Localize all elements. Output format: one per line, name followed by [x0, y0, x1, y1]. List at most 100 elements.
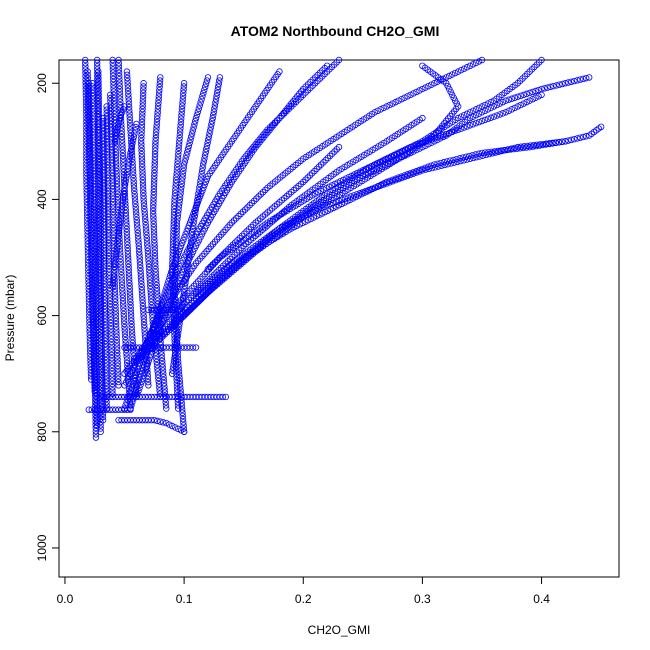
data-point [96, 162, 103, 169]
data-point [123, 235, 131, 242]
data-point [98, 358, 106, 366]
data-point [159, 367, 167, 374]
data-point [137, 264, 144, 272]
data-point [123, 68, 131, 75]
data-point [212, 99, 219, 106]
data-point [150, 179, 158, 186]
data-point [100, 144, 107, 151]
data-point [98, 330, 105, 337]
data-point [138, 290, 146, 297]
data-point [114, 349, 121, 357]
data-point [139, 186, 147, 193]
data-point [134, 365, 142, 373]
data-point [389, 176, 396, 184]
data-point [116, 89, 124, 96]
data-point [109, 387, 116, 394]
data-point [101, 321, 109, 329]
data-point [179, 92, 187, 100]
data-point [120, 162, 127, 169]
data-point [469, 121, 477, 128]
data-point [97, 317, 105, 325]
data-point [110, 82, 117, 89]
data-point [523, 98, 530, 106]
data-point [462, 153, 470, 161]
data-point [110, 78, 117, 86]
data-point [152, 265, 159, 273]
data-point [156, 387, 163, 394]
data-point [150, 230, 158, 237]
data-point [198, 190, 205, 197]
data-point [139, 176, 147, 184]
data-point [91, 226, 98, 233]
data-point [91, 210, 98, 217]
data-point [151, 147, 159, 155]
data-point [158, 348, 165, 355]
data-point [185, 142, 193, 150]
data-point [97, 235, 104, 242]
data-point [529, 96, 536, 103]
data-point [110, 221, 117, 229]
data-point [174, 405, 182, 412]
data-point [110, 75, 117, 83]
data-point [138, 131, 145, 139]
data-point [180, 83, 188, 90]
data-point [180, 422, 187, 429]
data-point [175, 248, 183, 255]
data-point [481, 149, 489, 156]
data-point [502, 109, 510, 116]
data-point [140, 80, 147, 87]
data-point [501, 147, 508, 154]
data-point [176, 374, 183, 382]
data-point [158, 354, 166, 362]
data-point [180, 419, 187, 426]
data-point [201, 270, 208, 278]
data-point [475, 58, 483, 65]
data-point [162, 402, 170, 409]
data-point [535, 93, 542, 100]
data-point [184, 145, 192, 153]
data-point [130, 378, 138, 385]
data-point [98, 368, 106, 375]
data-point [101, 222, 108, 229]
data-point [475, 118, 483, 126]
data-point [139, 112, 146, 119]
data-point [110, 215, 117, 222]
data-point [434, 160, 441, 167]
data-point [192, 114, 200, 122]
data-point [380, 104, 387, 112]
data-point [126, 282, 133, 290]
data-point [90, 158, 97, 165]
data-point [112, 324, 120, 331]
data-point [156, 80, 163, 88]
data-point [179, 268, 187, 276]
data-point [138, 144, 145, 151]
data-point [114, 356, 121, 363]
data-point [103, 116, 111, 123]
data-point [96, 168, 104, 176]
data-point [122, 337, 129, 344]
data-point [109, 185, 117, 193]
data-point [139, 170, 146, 177]
data-point [98, 365, 106, 372]
data-point [136, 261, 144, 269]
data-point [142, 366, 149, 373]
data-point [112, 151, 120, 159]
data-point [91, 223, 98, 230]
data-point [103, 106, 110, 113]
data-point [101, 245, 108, 252]
data-point [123, 219, 130, 226]
data-point [98, 327, 105, 334]
data-point [108, 146, 116, 154]
data-point [146, 279, 154, 287]
data-point [100, 153, 107, 161]
data-point [126, 113, 133, 120]
data-point [100, 131, 107, 138]
data-point [100, 157, 107, 164]
data-point [138, 157, 146, 164]
data-point [137, 381, 144, 388]
data-point [92, 360, 100, 368]
data-point [150, 188, 157, 196]
data-point [182, 231, 189, 238]
data-point [154, 291, 161, 298]
data-point [173, 219, 181, 226]
